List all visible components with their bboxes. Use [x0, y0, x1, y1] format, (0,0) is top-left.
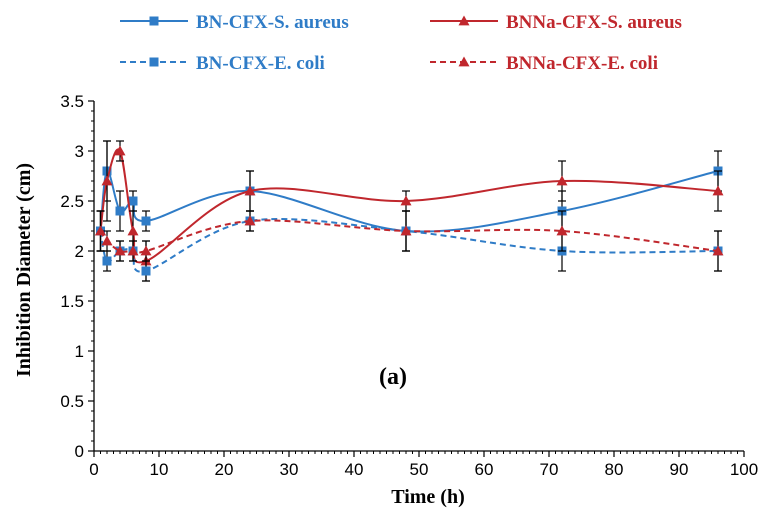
- data-point: [149, 57, 159, 67]
- chart-annotation: (a): [379, 364, 407, 390]
- x-ticks: 0 10 20 30 40 50 60 70 80 90 100: [89, 451, 758, 479]
- data-point: [141, 266, 151, 276]
- data-point: [400, 195, 412, 206]
- y-tick-label: 0: [75, 442, 84, 461]
- x-tick-label: 50: [410, 460, 429, 479]
- data-point: [712, 185, 724, 196]
- data-point: [556, 175, 568, 186]
- data-point: [458, 56, 470, 67]
- x-tick-label: 80: [605, 460, 624, 479]
- data-point: [114, 145, 126, 156]
- data-point: [141, 216, 151, 226]
- legend-item: BNNa-CFX-S. aureus: [430, 12, 682, 33]
- y-tick-label: 2.5: [60, 192, 84, 211]
- legend-label: BN-CFX-E. coli: [196, 53, 325, 74]
- data-point: [400, 225, 412, 236]
- series-line: [99, 148, 719, 264]
- data-point: [244, 215, 256, 226]
- data-point: [149, 16, 159, 26]
- legend-label: BN-CFX-S. aureus: [196, 12, 349, 33]
- data-point: [101, 235, 113, 246]
- plot-area: [95, 140, 724, 282]
- data-point: [127, 245, 139, 256]
- data-point: [95, 225, 106, 236]
- x-tick-label: 0: [89, 460, 98, 479]
- y-tick-label: 1: [75, 342, 84, 361]
- y-tick-label: 3.5: [60, 92, 84, 111]
- axes: 0 10 20 30 40 50 60 70 80 90 100 0 0.5 1 1.5 2 2.5 3 3.5: [60, 92, 758, 479]
- y-tick-label: 0.5: [60, 392, 84, 411]
- x-tick-label: 60: [475, 460, 494, 479]
- data-point: [127, 225, 139, 236]
- legend: BN-CFX-S. aureus BNNa-CFX-S. aureus BN-CFX…: [120, 12, 682, 74]
- x-tick-label: 70: [540, 460, 559, 479]
- x-tick-label: 100: [730, 460, 758, 479]
- data-point: [128, 196, 138, 206]
- legend-label: BNNa-CFX-S. aureus: [506, 12, 682, 33]
- y-tick-label: 1.5: [60, 292, 84, 311]
- x-tick-label: 10: [150, 460, 169, 479]
- legend-item: BN-CFX-S. aureus: [120, 12, 349, 33]
- data-point: [712, 245, 724, 256]
- series-line: [99, 219, 719, 255]
- series-3: [96, 210, 723, 282]
- x-tick-label: 20: [215, 460, 234, 479]
- series-4: [95, 210, 724, 272]
- data-point: [140, 245, 152, 256]
- y-tick-label: 2: [75, 242, 84, 261]
- x-tick-label: 90: [670, 460, 689, 479]
- data-point: [102, 256, 112, 266]
- data-point: [556, 225, 568, 236]
- data-point: [458, 15, 470, 26]
- x-tick-label: 30: [280, 460, 299, 479]
- data-point: [114, 245, 126, 256]
- legend-item: BN-CFX-E. coli: [120, 53, 325, 74]
- data-point: [244, 185, 256, 196]
- legend-item: BNNa-CFX-E. coli: [430, 53, 658, 74]
- x-tick-label: 40: [345, 460, 364, 479]
- data-point: [115, 206, 125, 216]
- x-axis-title: Time (h): [391, 486, 465, 508]
- y-ticks: 0 0.5 1 1.5 2 2.5 3 3.5: [60, 92, 94, 461]
- y-tick-label: 3: [75, 142, 84, 161]
- legend-label: BNNa-CFX-E. coli: [506, 53, 658, 74]
- y-axis-title: Inhibition Diameter (cm): [13, 163, 35, 377]
- data-point: [101, 175, 113, 186]
